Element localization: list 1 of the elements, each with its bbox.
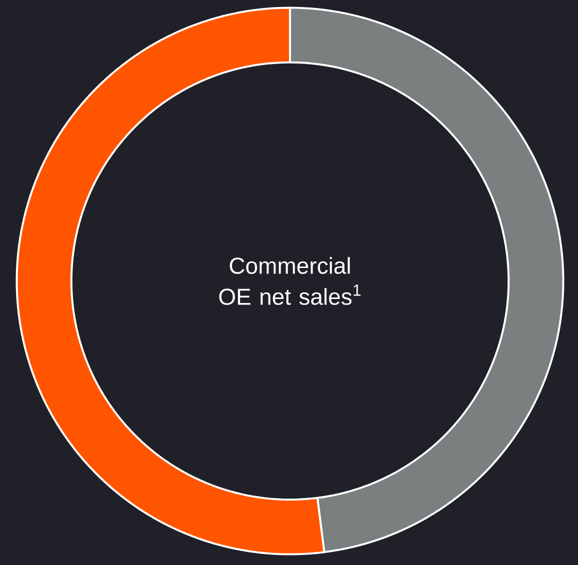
text: Commercial OE net sales$^{1}$ <box>219 257 361 305</box>
